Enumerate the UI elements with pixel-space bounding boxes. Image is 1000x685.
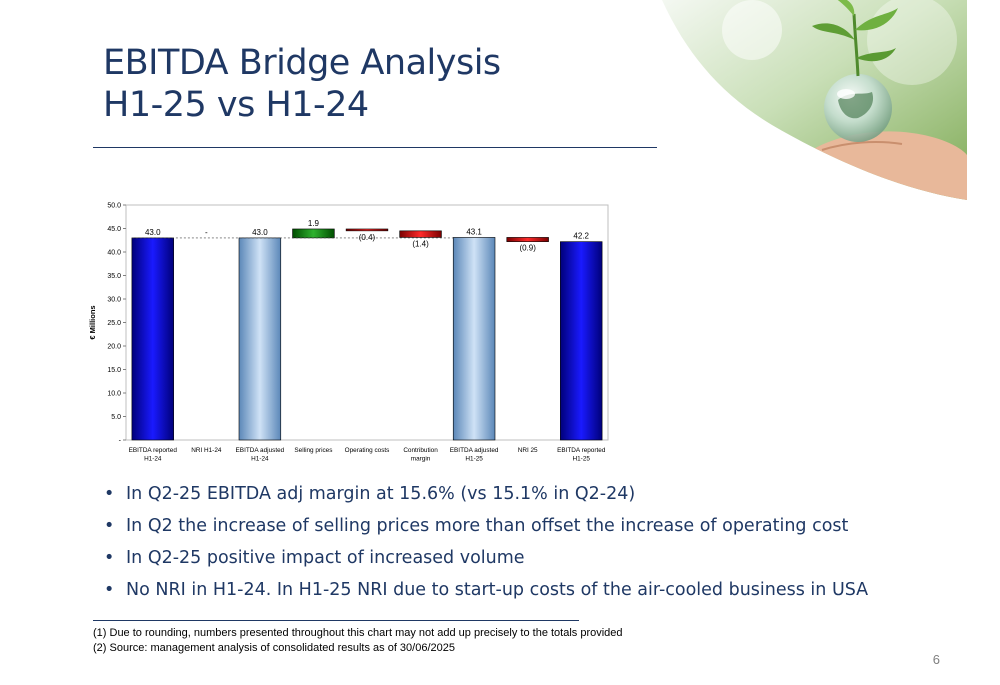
y-tick-label: 5.0 — [111, 414, 121, 421]
x-tick-label: H1-25 — [465, 456, 483, 463]
plot-area: - 5.0 10.0 15.0 20.0 25.0 30.0 35.0 40.0 45.0 50.0… — [88, 203, 609, 463]
bar — [292, 228, 335, 239]
y-tick-label: 10.0 — [107, 391, 121, 398]
bar — [131, 237, 174, 441]
y-tick-label: 45.0 — [107, 226, 121, 233]
footnotes: (1) Due to rounding, numbers presented t… — [93, 626, 623, 656]
y-tick-label: - — [119, 438, 122, 445]
x-tick-label: margin — [411, 456, 431, 463]
x-tick-label: H1-24 — [251, 456, 269, 463]
y-tick-label: 30.0 — [107, 297, 121, 304]
bar — [238, 237, 282, 441]
x-tick-label: Selling prices — [294, 447, 332, 454]
data-label: 43.0 — [252, 228, 268, 237]
title-divider — [93, 147, 657, 148]
y-tick-label: 40.0 — [107, 250, 121, 257]
data-label: 1.9 — [308, 219, 320, 228]
x-tick-label: EBITDA adjusted — [450, 447, 499, 454]
bar — [452, 237, 496, 441]
x-tick-label: Operating costs — [345, 447, 390, 454]
slide-title-line-1: EBITDA Bridge Analysis — [103, 43, 501, 83]
y-tick-label: 25.0 — [107, 320, 121, 327]
x-tick-label: EBITDA reported — [129, 447, 178, 454]
footnote: (1) Due to rounding, numbers presented t… — [93, 627, 623, 639]
x-tick-label: Contribution — [403, 447, 438, 454]
y-tick-label: 35.0 — [107, 273, 121, 280]
y-axis-label: € Millions — [88, 305, 97, 339]
slide-title: EBITDA Bridge Analysis H1-25 vs H1-24 — [103, 42, 501, 126]
y-tick-label: 20.0 — [107, 344, 121, 351]
data-label: 42.2 — [573, 232, 589, 241]
page-number: 6 — [932, 652, 940, 667]
x-tick-label: H1-25 — [573, 456, 591, 463]
x-tick-label: EBITDA reported — [557, 447, 606, 454]
data-label: (0.9) — [519, 244, 536, 253]
data-label: (0.4) — [359, 233, 376, 242]
bullet-item: In Q2 the increase of selling prices mor… — [104, 510, 868, 542]
y-tick-label: 50.0 — [107, 203, 121, 210]
x-tick-label: EBITDA adjusted — [236, 447, 285, 454]
bullet-item: In Q2-25 EBITDA adj margin at 15.6% (vs … — [104, 478, 868, 510]
plant-in-glass-globe-held-by-hand-photo — [662, 0, 967, 200]
bar — [345, 228, 389, 232]
bar — [506, 237, 549, 242]
footnote-divider — [93, 620, 579, 621]
bar — [399, 230, 442, 238]
data-label: 43.0 — [145, 228, 161, 237]
footnote: (2) Source: management analysis of conso… — [93, 642, 455, 654]
data-label: 43.1 — [466, 227, 482, 236]
x-tick-label: H1-24 — [144, 456, 162, 463]
bullet-list: In Q2-25 EBITDA adj margin at 15.6% (vs … — [104, 478, 868, 606]
data-label: - — [205, 228, 208, 237]
data-label: (1.4) — [412, 239, 429, 248]
bar — [560, 241, 603, 441]
x-tick-label: NRI 25 — [518, 447, 538, 454]
slide-title-line-2: H1-25 vs H1-24 — [103, 85, 369, 125]
y-tick-label: 15.0 — [107, 367, 121, 374]
bullet-item: In Q2-25 positive impact of increased vo… — [104, 542, 868, 574]
ebitda-bridge-chart: - 5.0 10.0 15.0 20.0 25.0 30.0 35.0 40.0 45.0 50.0… — [88, 203, 609, 463]
bullet-item: No NRI in H1-24. In H1-25 NRI due to sta… — [104, 574, 868, 606]
x-tick-label: NRI H1-24 — [191, 447, 222, 454]
